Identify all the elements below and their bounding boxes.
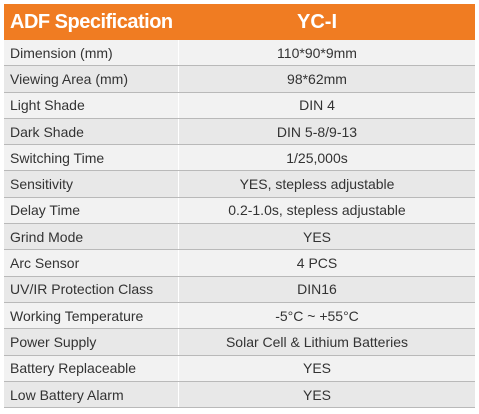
row-label: Switching Time <box>4 145 179 171</box>
row-value: 110*90*9mm <box>277 44 357 61</box>
row-label: Viewing Area (mm) <box>4 66 179 92</box>
row-value: YES, stepless adjustable <box>239 176 395 193</box>
row-label: Sensitivity <box>4 171 179 197</box>
row-label: Delay Time <box>4 197 179 224</box>
row-value: -5°C ~ +55°C <box>275 307 359 324</box>
table-row: Sensitivity YES, stepless adjustable <box>4 171 475 198</box>
table-row: Low Battery Alarm YES <box>4 381 475 409</box>
row-value: 4 PCS <box>296 255 338 272</box>
row-value: YES <box>302 228 331 245</box>
row-label: Light Shade <box>4 92 179 118</box>
row-value: YES <box>302 386 331 403</box>
table-row: Arc Sensor 4 PCS <box>4 250 475 277</box>
row-label: Power Supply <box>4 329 179 355</box>
row-value: 98*62mm <box>287 70 347 87</box>
table-row: Working Temperature -5°C ~ +55°C <box>4 302 475 330</box>
row-label: Dimension (mm) <box>4 40 179 66</box>
table-row: Switching Time 1/25,000s <box>4 145 475 172</box>
row-value: DIN 5-8/9-13 <box>276 123 358 140</box>
row-value: 1/25,000s <box>286 149 348 166</box>
table-row: UV/IR Protection Class DIN16 <box>4 276 475 303</box>
row-label: Working Temperature <box>4 302 179 329</box>
table-row: Viewing Area (mm) 98*62mm <box>4 66 475 93</box>
table-row: Dimension (mm) 110*90*9mm <box>4 40 475 67</box>
row-label: Battery Replaceable <box>4 355 179 381</box>
table-row: Grind Mode YES <box>4 224 475 251</box>
row-label: UV/IR Protection Class <box>4 276 179 302</box>
table-header: ADF Specification YC-I <box>4 4 475 40</box>
table-row: Delay Time 0.2-1.0s, stepless adjustable <box>4 197 475 225</box>
row-label: Grind Mode <box>4 224 179 250</box>
header-model: YC-I <box>297 10 337 33</box>
row-label: Dark Shade <box>4 118 179 145</box>
spec-table: ADF Specification YC-I Dimension (mm) 110… <box>4 4 475 409</box>
table-row: Battery Replaceable YES <box>4 355 475 382</box>
table-row: Power Supply Solar Cell & Lithium Batteri… <box>4 329 475 356</box>
table-row: Dark Shade DIN 5-8/9-13 <box>4 118 475 146</box>
table-body: Dimension (mm) 110*90*9mm Viewing Area (mm… <box>4 40 475 409</box>
row-label: Arc Sensor <box>4 250 179 276</box>
row-value: Solar Cell & Lithium Batteries <box>225 333 409 350</box>
row-value: 0.2-1.0s, stepless adjustable <box>228 202 406 219</box>
row-value: DIN16 <box>297 281 337 298</box>
table-row: Light Shade DIN 4 <box>4 92 475 119</box>
header-label: ADF Specification <box>10 10 173 33</box>
row-value: DIN 4 <box>299 97 335 114</box>
row-label: Low Battery Alarm <box>4 381 179 408</box>
row-value: YES <box>302 360 331 377</box>
